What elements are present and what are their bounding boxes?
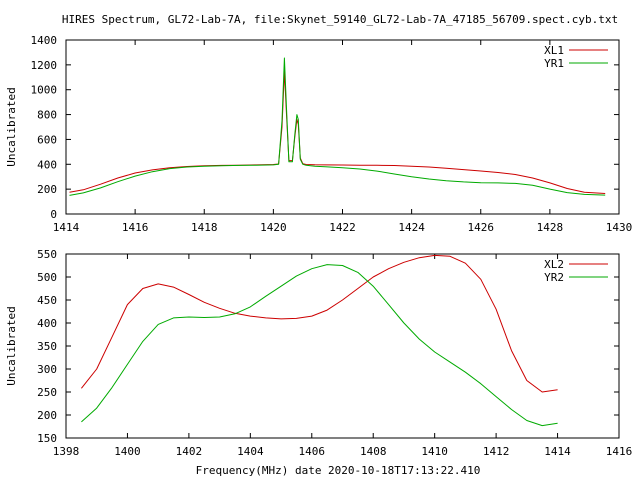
- legend-label-xl2: XL2: [544, 258, 564, 271]
- x-tick-label: 1422: [329, 221, 356, 234]
- x-tick-label: 1406: [299, 445, 326, 458]
- series-layer: [69, 57, 606, 196]
- y-tick-label: 0: [50, 208, 57, 221]
- series-line-xl2: [81, 254, 558, 393]
- y-axis-label: Uncalibrated: [5, 87, 18, 166]
- y-tick-label: 1400: [31, 34, 58, 47]
- x-tick-label: 1424: [398, 221, 425, 234]
- x-tick-label: 1416: [606, 445, 633, 458]
- y-tick-label: 1200: [31, 59, 58, 72]
- legend-label-yr2: YR2: [544, 271, 564, 284]
- x-tick-label: 1400: [114, 445, 141, 458]
- x-tick-label: 1412: [483, 445, 510, 458]
- x-tick-label: 1404: [237, 445, 264, 458]
- legend-label-xl1: XL1: [544, 44, 564, 57]
- y-tick-label: 200: [37, 409, 57, 422]
- plot-area-frame: [65, 39, 620, 215]
- series-layer: [81, 254, 558, 427]
- y-tick-label: 250: [37, 386, 57, 399]
- y-tick-label: 800: [37, 109, 57, 122]
- series-line-yr1: [69, 57, 606, 196]
- y-tick-label: 600: [37, 133, 57, 146]
- y-axis: 150 200 250 300 350 400 450 500 550: [37, 248, 619, 445]
- y-tick-label: 1000: [31, 84, 58, 97]
- y-tick-label: 150: [37, 432, 57, 445]
- x-tick-label: 1410: [421, 445, 448, 458]
- x-tick-label: 1430: [606, 221, 633, 234]
- top-spectrum-panel: 1414 1416 1418 1420 1422 1424 1426 1428 1430 0 20…: [5, 34, 632, 234]
- y-tick-label: 300: [37, 363, 57, 376]
- y-axis: 0 200 400 600 800 1000 1200 1400: [31, 34, 619, 221]
- x-tick-label: 1418: [191, 221, 218, 234]
- x-tick-label: 1426: [468, 221, 495, 234]
- y-tick-label: 200: [37, 183, 57, 196]
- x-tick-label: 1416: [122, 221, 149, 234]
- x-axis: 1414 1416 1418 1420 1422 1424 1426 1428 1430: [53, 40, 633, 234]
- x-tick-label: 1414: [544, 445, 571, 458]
- y-tick-label: 450: [37, 294, 57, 307]
- x-tick-label: 1402: [176, 445, 203, 458]
- y-tick-label: 550: [37, 248, 57, 261]
- bottom-spectrum-panel: 1398 1400 1402 1404 1406 1408 1410 1412 1414 1416…: [5, 248, 632, 458]
- y-tick-label: 400: [37, 158, 57, 171]
- x-tick-label: 1420: [260, 221, 287, 234]
- plot-area-frame: [65, 253, 620, 439]
- figure-title: HIRES Spectrum, GL72-Lab-7A, file:Skynet…: [62, 13, 618, 26]
- x-axis: 1398 1400 1402 1404 1406 1408 1410 1412 1414 1416: [53, 254, 633, 458]
- y-tick-label: 500: [37, 271, 57, 284]
- x-tick-label: 1398: [53, 445, 80, 458]
- series-line-xl1: [69, 70, 606, 194]
- legend-label-yr1: YR1: [544, 57, 564, 70]
- y-tick-label: 350: [37, 340, 57, 353]
- y-axis-label: Uncalibrated: [5, 306, 18, 385]
- x-axis-label: Frequency(MHz) date 2020-10-18T17:13:22.…: [196, 464, 481, 477]
- x-tick-label: 1408: [360, 445, 387, 458]
- y-tick-label: 400: [37, 317, 57, 330]
- x-tick-label: 1428: [537, 221, 564, 234]
- x-tick-label: 1414: [53, 221, 80, 234]
- series-line-yr2: [81, 264, 558, 427]
